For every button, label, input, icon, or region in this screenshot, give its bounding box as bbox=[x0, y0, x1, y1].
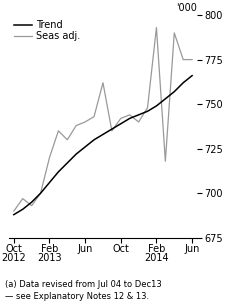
Legend: Trend, Seas adj.: Trend, Seas adj. bbox=[14, 20, 80, 41]
Text: (a) Data revised from Jul 04 to Dec13
— see Explanatory Notes 12 & 13.: (a) Data revised from Jul 04 to Dec13 — … bbox=[5, 280, 161, 301]
Text: 2012: 2012 bbox=[1, 253, 26, 263]
Text: '000: '000 bbox=[176, 3, 197, 13]
Text: 2014: 2014 bbox=[144, 253, 169, 263]
Text: 2013: 2013 bbox=[37, 253, 62, 263]
